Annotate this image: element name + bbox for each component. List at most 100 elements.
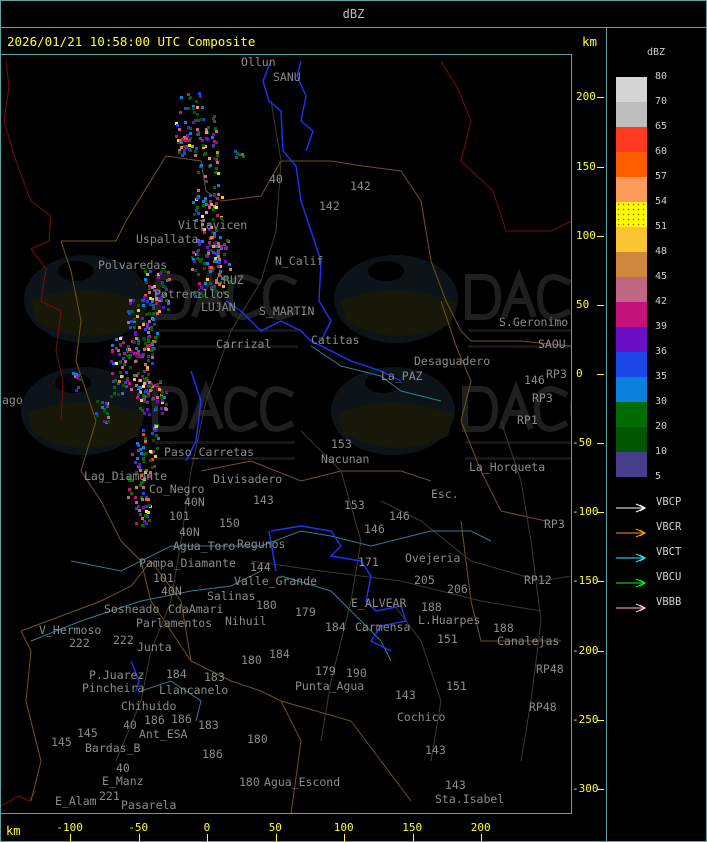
echo-pixel [152,439,155,442]
echo-pixel [138,509,141,512]
echo-pixel [142,396,145,399]
place-label: Nihuil [225,614,267,628]
echo-pixel [135,347,138,350]
watermark-letter [262,273,298,321]
echo-pixel [140,474,143,477]
place-label: Carmensa [355,620,411,634]
place-label: E_ALVEAR [351,596,407,610]
echo-pixel [137,304,140,307]
place-label: Polvaredas [98,258,168,272]
echo-pixel [213,242,216,245]
echo-pixel [205,131,208,134]
echo-pixel [194,119,197,122]
place-label: Pincheira [82,681,145,695]
echo-pixel [200,164,203,167]
echo-pixel [149,270,152,273]
echo-pixel [111,372,114,375]
echo-pixel [136,457,139,460]
echo-pixel [235,156,238,159]
echo-pixel [196,253,199,256]
echo-pixel [142,446,145,449]
echo-pixel [105,402,108,405]
place-label: Nacunan [321,452,370,466]
place-label: Ovejeria [405,551,461,565]
echo-pixel [193,293,196,296]
echo-pixel [128,479,131,482]
echo-pixel [165,391,168,394]
echo-pixel [198,92,201,95]
echo-pixel [112,362,115,365]
place-label: Salinas [207,589,256,603]
echo-pixel [123,363,126,366]
place-label: Valle_Grande [234,574,318,588]
echo-pixel [189,149,192,152]
echo-pixel [187,107,190,110]
echo-pixel [153,427,156,430]
echo-pixel [210,236,213,239]
echo-pixel [164,270,167,273]
place-label: Uspallata [136,232,199,246]
echo-pixel [159,380,162,383]
echo-pixel [212,117,215,120]
place-labels: Ollun SANU 40 142 142 Villavicen Uspallata N_Ca… [1,55,571,813]
place-label: Esc. [431,487,459,501]
echo-pixel [137,350,140,353]
echo-pixel [142,323,145,326]
radar-map[interactable]: Ollun SANU 40 142 142 Villavicen Uspallata N_Ca… [0,54,572,814]
echo-pixel [131,453,134,456]
echo-pixel [161,281,164,284]
echo-pixel [184,107,187,110]
echo-pixel [151,298,154,301]
echo-pixel [110,395,113,398]
echo-pixel [115,347,118,350]
echo-pixel [206,138,209,141]
echo-pixel [212,133,215,136]
echo-pixel [212,251,215,254]
echo-pixel [215,281,218,284]
color-swatch [616,377,647,402]
color-swatch [616,202,647,227]
echo-pixel [148,504,151,507]
echo-pixel [160,394,163,397]
y-tick-mark [597,788,604,790]
echo-pixel [164,407,167,410]
echo-pixel [158,299,161,302]
x-tick-label: 0 [203,821,211,834]
y-tick-label: 200 [576,90,596,104]
watermark-letter [191,268,227,319]
echo-pixel [166,279,169,282]
echo-pixel [103,410,106,413]
echo-pixel [157,273,160,276]
echo-pixel [215,279,218,282]
scale-label: 45 [655,271,668,282]
echo-pixel [75,389,78,392]
echo-pixel [208,204,211,207]
echo-pixel [214,257,217,260]
scale-label: 57 [655,171,668,182]
map-layer [1,60,571,813]
echo-pixel [199,292,202,295]
echo-pixel [167,300,170,303]
x-tick-mark [70,834,71,842]
echo-pixel [148,344,151,347]
echo-pixel [118,353,121,356]
echo-pixel [151,356,154,359]
echo-pixel [197,273,200,276]
y-tick-label: 150 [576,159,596,173]
echo-pixel [136,396,139,399]
echo-pixel [146,401,149,404]
echo-pixel [192,251,195,254]
echo-pixel [135,337,138,340]
echo-pixel [157,386,160,389]
place-label: 101 [169,509,190,523]
echo-pixel [201,215,204,218]
echo-pixel [202,204,205,207]
color-swatch [616,402,647,427]
scale-label: 65 [655,121,668,132]
echo-pixel [147,385,150,388]
echo-pixel [163,396,166,399]
place-label: 188 [493,621,514,635]
echo-pixel [201,106,204,109]
echo-pixel [193,213,196,216]
place-label: 143 [395,688,416,702]
